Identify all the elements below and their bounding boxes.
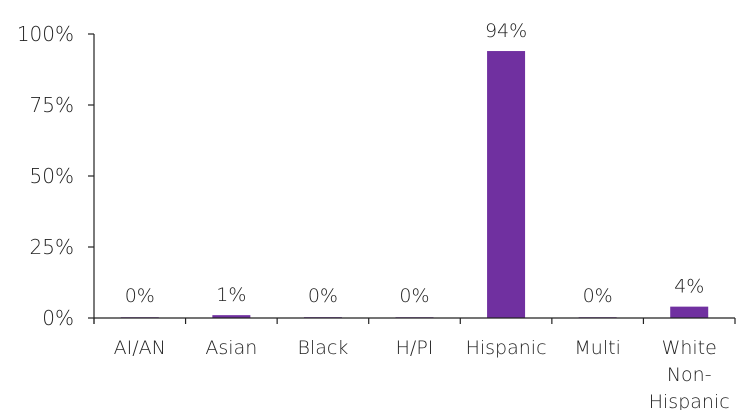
x-category-label-line: AI/AN (114, 337, 166, 359)
y-tick-label: 0% (42, 306, 74, 330)
x-category-label: Multi (574, 337, 620, 359)
data-label: 0% (399, 285, 429, 307)
data-label: 0% (125, 285, 155, 307)
y-tick-label: 75% (30, 93, 74, 117)
y-axis: 0% 25% 50% 75% 100% (17, 22, 95, 330)
y-tick-label: 25% (30, 235, 74, 259)
data-label: 1% (216, 284, 246, 306)
bar (670, 306, 709, 318)
x-category-label-line: Hispanic (466, 337, 547, 359)
data-label: 4% (674, 276, 704, 298)
x-category-label-line: Black (298, 337, 349, 359)
bar (212, 315, 251, 318)
x-category-label: H/PI (396, 337, 434, 359)
x-category-label-line: Non- (667, 364, 712, 386)
y-tick-label: 100% (17, 22, 74, 46)
x-category-label-line: H/PI (396, 337, 434, 359)
data-label: 0% (583, 285, 613, 307)
data-labels: 0% 1% 0% 0% 94% 0% 4% (125, 20, 705, 307)
x-category-label: Black (298, 337, 349, 359)
x-axis: AI/AN Asian Black H/PI Hispanic Multi White Non… (93, 317, 736, 410)
data-label: 0% (308, 285, 338, 307)
bar (487, 51, 526, 318)
data-label: 94% (485, 20, 527, 42)
bars (120, 51, 709, 318)
x-category-label: Asian (205, 337, 257, 359)
x-category-label: White Non- Hispanic (649, 337, 730, 410)
x-category-label-line: Multi (574, 337, 620, 359)
x-category-label-line: Hispanic (649, 391, 730, 410)
x-category-label: Hispanic (466, 337, 547, 359)
y-tick-label: 50% (30, 164, 74, 188)
x-category-label: AI/AN (114, 337, 166, 359)
x-category-label-line: White (662, 337, 717, 359)
x-category-label-line: Asian (205, 337, 257, 359)
